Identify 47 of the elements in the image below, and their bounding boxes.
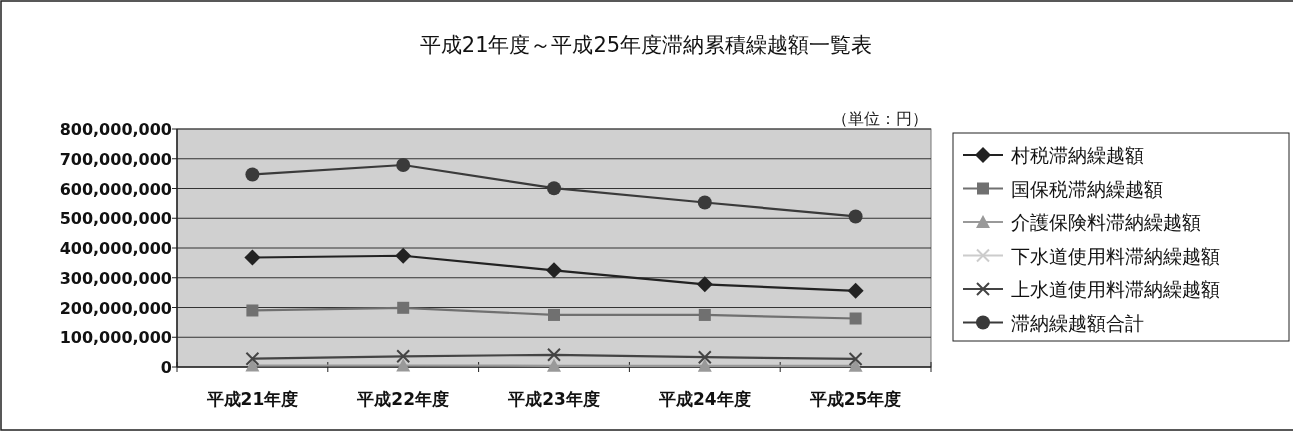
point	[696, 276, 713, 293]
text: （単位：円）	[832, 109, 928, 128]
legend-label: 下水道使用料滞納繰越額	[1011, 244, 1220, 267]
x-tick-label: 平成23年度	[507, 389, 600, 409]
point	[245, 167, 260, 182]
legend-label: 上水道使用料滞納繰越額	[1011, 278, 1220, 300]
y-tick-label: 100,000,000	[59, 328, 172, 348]
legend-label: 滞納繰越額合計	[1011, 311, 1144, 334]
x-tick-label: 平成21年度	[205, 389, 299, 409]
point	[847, 282, 864, 299]
point	[395, 247, 412, 264]
point	[697, 358, 712, 372]
point	[697, 350, 712, 365]
point	[245, 351, 260, 366]
y-tick-label: 0	[160, 358, 172, 377]
y-tick-label: 700,000,000	[59, 149, 172, 169]
legend-label: 介護保険料滞納繰越額	[1011, 211, 1201, 233]
point	[547, 358, 561, 372]
point	[396, 158, 411, 172]
x-tick-label: 平成25年度	[808, 389, 902, 409]
point	[547, 181, 561, 196]
point	[849, 312, 862, 325]
point	[246, 304, 259, 317]
x-tick-label: 平成24年度	[657, 389, 751, 409]
y-tick-label: 400,000,000	[59, 239, 172, 258]
y-tick-label: 300,000,000	[59, 268, 172, 288]
legend-label: 国保税滞納繰越額	[1011, 177, 1163, 200]
x-tick-label: 平成22年度	[356, 389, 450, 409]
y-tick-label: 800,000,000	[59, 120, 172, 139]
y-tick-label: 500,000,000	[59, 209, 172, 229]
point	[546, 262, 562, 279]
point	[848, 351, 863, 366]
point	[396, 349, 411, 364]
point	[698, 308, 711, 321]
point	[547, 347, 561, 362]
point	[548, 308, 560, 321]
point	[245, 358, 260, 372]
point	[244, 249, 261, 266]
y-tick-label: 200,000,000	[59, 298, 172, 318]
point	[697, 195, 712, 210]
legend-label: 村税滞納繰越額	[1010, 144, 1144, 166]
point	[396, 358, 411, 372]
point	[848, 209, 863, 224]
chart-title: 平成21年度～平成25年度滞納累積繰越額一覧表	[419, 33, 873, 57]
point	[397, 301, 410, 314]
y-tick-label: 600,000,000	[59, 179, 172, 199]
point	[848, 358, 863, 372]
